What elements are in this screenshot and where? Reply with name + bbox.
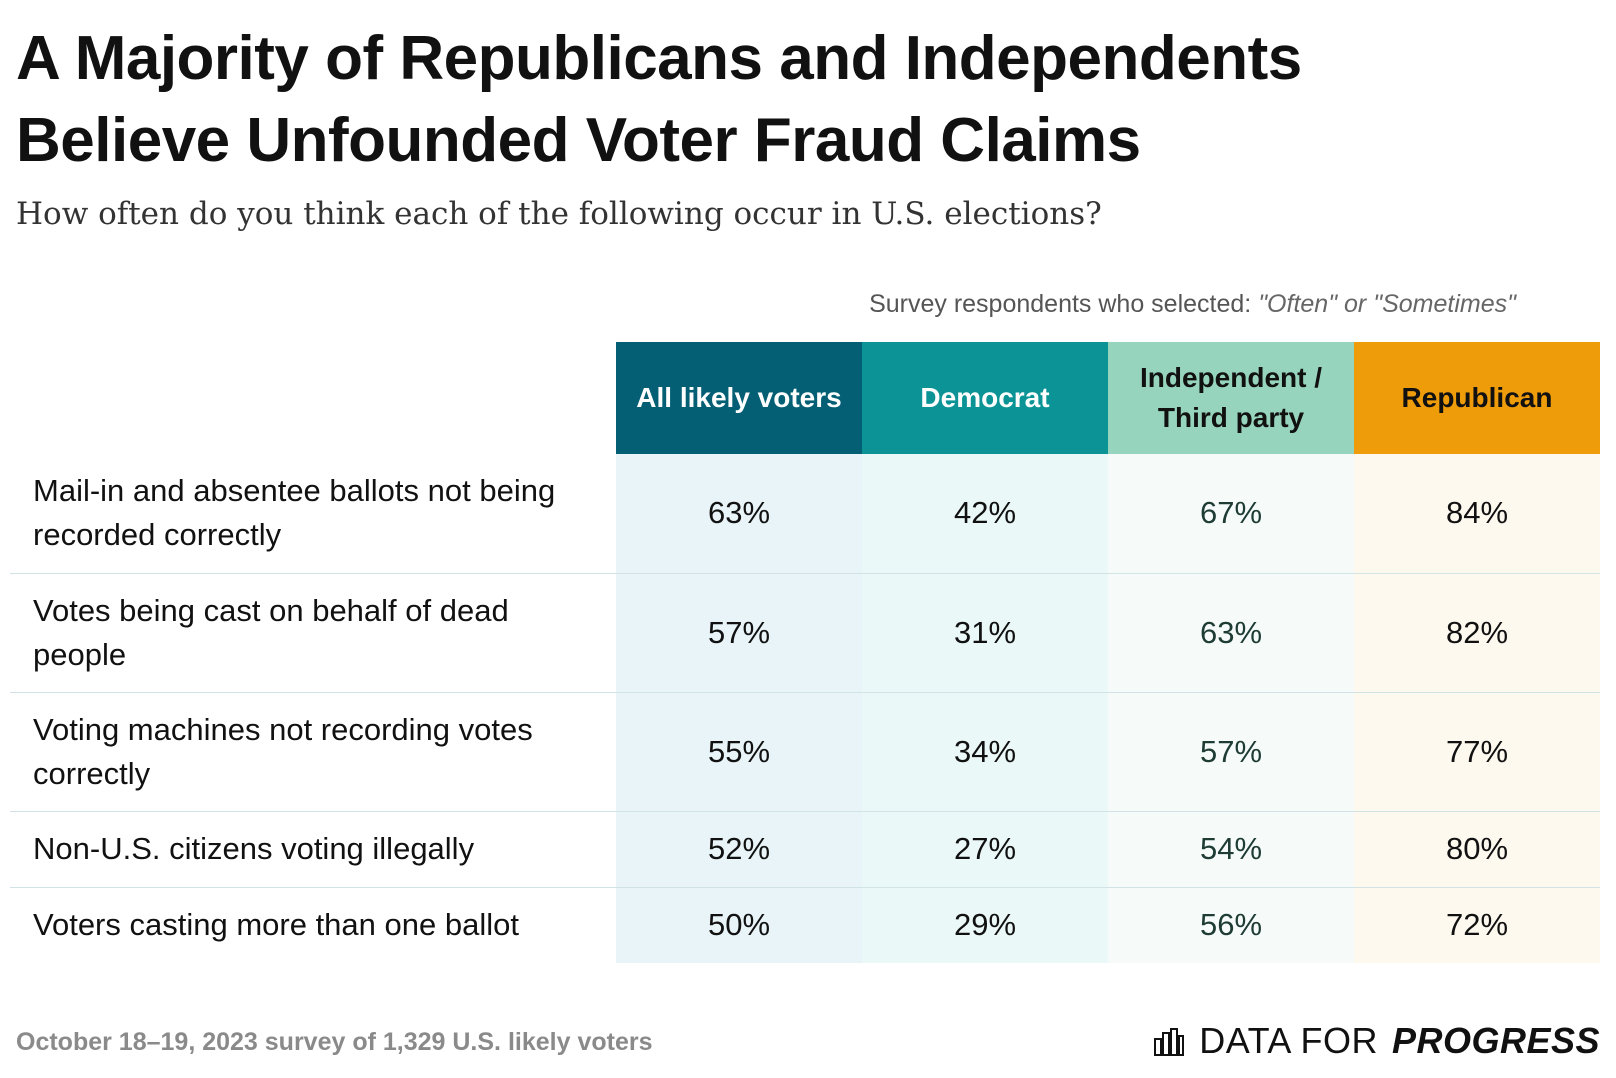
header-row: All likely voters Democrat Independent /… xyxy=(10,342,1600,454)
value-cell-democrat: 42% xyxy=(862,454,1108,574)
value-cell-republican: 72% xyxy=(1354,887,1600,963)
row-label: Non-U.S. citizens voting illegally xyxy=(10,811,616,888)
value-cell-democrat: 31% xyxy=(862,573,1108,693)
column-header-democrat: Democrat xyxy=(862,342,1108,454)
row-label: Voters casting more than one ballot xyxy=(33,907,519,943)
value-cell-republican: 77% xyxy=(1354,692,1600,812)
value-cell-all: 55% xyxy=(616,692,862,812)
brand-name-light: DATA FOR xyxy=(1199,1020,1378,1061)
row-label: Mail-in and absentee ballots not being r… xyxy=(10,454,616,574)
column-header-all: All likely voters xyxy=(616,342,862,454)
value-cell-independent: 67% xyxy=(1108,454,1354,574)
value-cell-republican: 82% xyxy=(1354,573,1600,693)
value-cell-independent: 63% xyxy=(1108,573,1354,693)
value-cell-independent: 57% xyxy=(1108,692,1354,812)
value-cell-democrat: 34% xyxy=(862,692,1108,812)
row-label: Votes being cast on behalf of dead peopl… xyxy=(10,573,616,693)
caption-emphasis: "Often" or "Sometimes" xyxy=(1258,290,1516,318)
chart-title: A Majority of Republicans and Independen… xyxy=(16,18,1576,182)
value-cell-all: 63% xyxy=(616,454,862,574)
row-label: Voting machines not recording votes corr… xyxy=(10,692,616,812)
value-cell-democrat: 27% xyxy=(862,811,1108,888)
table-row: Mail-in and absentee ballots not being r… xyxy=(10,454,1600,574)
bar-chart-icon xyxy=(1154,1028,1185,1056)
value-cell-democrat: 29% xyxy=(862,887,1108,963)
value-cell-all: 57% xyxy=(616,573,862,693)
table-row: Votes being cast on behalf of dead peopl… xyxy=(10,573,1600,693)
column-header-independent: Independent / Third party xyxy=(1108,342,1354,454)
table-row: Non-U.S. citizens voting illegally 52% 2… xyxy=(10,811,1600,888)
table-row: Voters casting more than one ballot 50% … xyxy=(10,887,1600,963)
column-header-republican: Republican xyxy=(1354,342,1600,454)
header-corner xyxy=(10,342,616,454)
brand-logo[interactable]: DATA FOR PROGRESS xyxy=(1153,1020,1600,1062)
table-row: Voting machines not recording votes corr… xyxy=(10,692,1600,812)
value-cell-independent: 54% xyxy=(1108,811,1354,888)
column-caption: Survey respondents who selected: "Often"… xyxy=(0,290,1516,319)
value-cell-republican: 84% xyxy=(1354,454,1600,574)
value-cell-all: 50% xyxy=(616,887,862,963)
brand-name-bold: PROGRESS xyxy=(1391,1020,1600,1061)
survey-note: October 18–19, 2023 survey of 1,329 U.S.… xyxy=(16,1028,653,1056)
chart-subtitle: How often do you think each of the follo… xyxy=(16,196,1102,232)
caption-prefix: Survey respondents who selected: xyxy=(869,290,1252,318)
value-cell-independent: 56% xyxy=(1108,887,1354,963)
chart-title-line-2: Believe Unfounded Voter Fraud Claims xyxy=(16,106,1141,175)
results-table: All likely voters Democrat Independent /… xyxy=(10,342,1600,963)
chart-title-line-1: A Majority of Republicans and Independen… xyxy=(16,24,1302,93)
value-cell-all: 52% xyxy=(616,811,862,888)
value-cell-republican: 80% xyxy=(1354,811,1600,888)
